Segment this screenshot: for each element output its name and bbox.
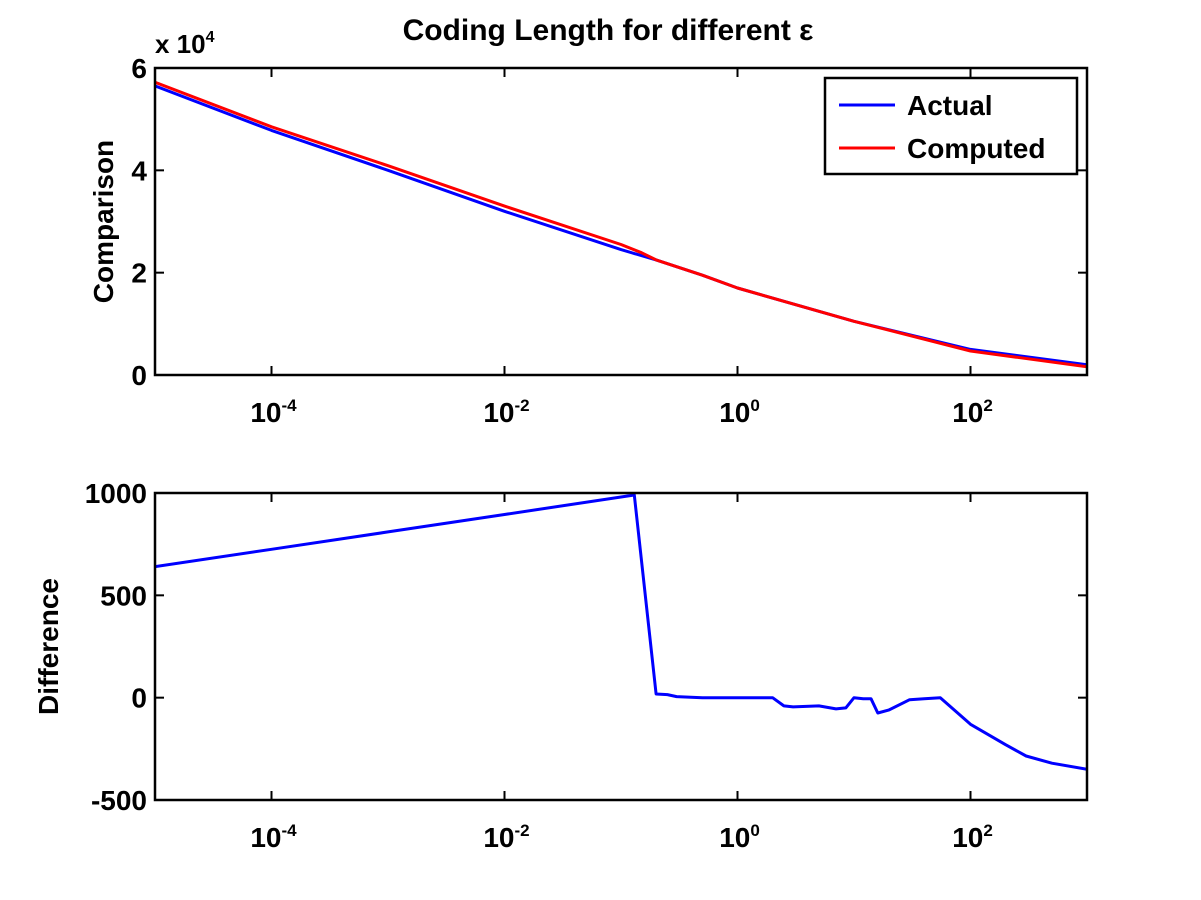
x-tick-label-base: 10 [719, 822, 750, 853]
chart-title: Coding Length for different ε [403, 14, 814, 47]
x-tick-label-exponent: -4 [282, 396, 298, 415]
y-tick-label: 1000 [85, 478, 147, 509]
plot-area [155, 493, 1087, 771]
y-tick-label: 500 [100, 580, 147, 611]
legend-box [823, 76, 1079, 176]
x-tick-label: 100 [719, 821, 760, 853]
x-tick-label-exponent: 2 [983, 396, 992, 415]
x-tick-label: 102 [952, 821, 993, 853]
x-tick-label-base: 10 [483, 397, 514, 428]
y-tick-label: -500 [91, 785, 147, 816]
x-tick-label-exponent: 2 [983, 821, 992, 840]
x-tick-label-base: 10 [250, 822, 281, 853]
plot-area [155, 80, 1087, 369]
x-tick-label-exponent: -2 [515, 821, 530, 840]
x-tick-label: 100 [719, 396, 760, 428]
legend-label: Computed [907, 133, 1045, 164]
x-tick-label-base: 10 [483, 822, 514, 853]
y-tick-label: 0 [131, 683, 147, 714]
x-tick-label-base: 10 [250, 397, 281, 428]
y-tick-label: 6 [131, 53, 147, 84]
legend: Actual Computed [823, 76, 1079, 176]
difference-series-line [155, 493, 1087, 771]
x-tick-label-exponent: 0 [750, 396, 759, 415]
y-tick-label: 2 [131, 258, 147, 289]
y-axis-label: Difference [33, 578, 64, 715]
x-tick-label-exponent: -2 [515, 396, 530, 415]
x-tick-label: 10-2 [483, 396, 529, 428]
x-tick-label: 10-4 [250, 821, 297, 853]
x-tick-label-base: 10 [952, 822, 983, 853]
y-axis-label: Comparison [88, 140, 119, 303]
x-tick-label-base: 10 [952, 397, 983, 428]
x-tick-label-base: 10 [719, 397, 750, 428]
computed-series-line [155, 80, 1087, 369]
y-multiplier: x 104 [155, 29, 215, 59]
y-multiplier-base: x 10 [155, 29, 206, 59]
x-tick-label: 102 [952, 396, 993, 428]
y-multiplier-exponent: 4 [206, 29, 215, 46]
axes-frame [153, 491, 1089, 802]
x-tick-label: 10-4 [250, 396, 297, 428]
x-tick-label: 10-2 [483, 821, 529, 853]
axes-frame [153, 66, 1089, 377]
x-tick-label-exponent: 0 [750, 821, 759, 840]
y-tick-label: 0 [131, 360, 147, 391]
x-tick-label-exponent: -4 [282, 821, 298, 840]
legend-label: Actual [907, 90, 993, 121]
y-tick-label: 4 [131, 155, 147, 186]
